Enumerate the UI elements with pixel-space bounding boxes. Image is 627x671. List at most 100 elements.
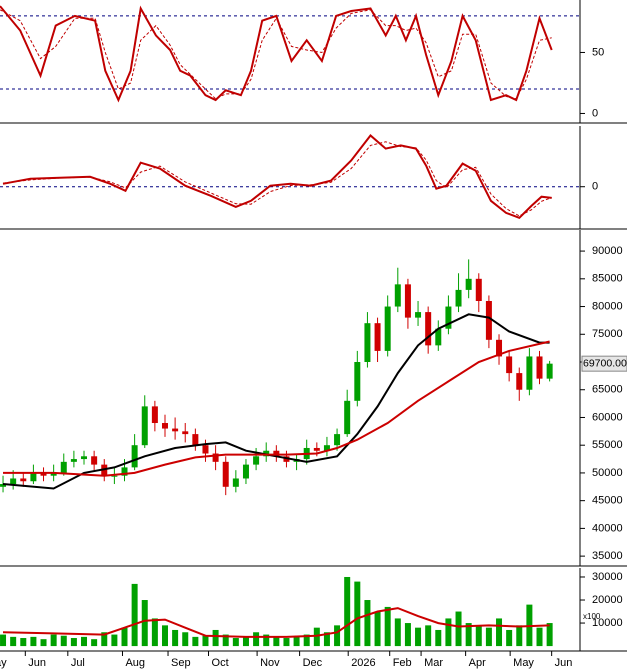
x-tick-label: Dec [303,657,323,669]
y-tick-label: 75000 [592,328,623,340]
volume-bar [465,623,472,647]
volume-bar [101,632,108,647]
y-tick-label: 35000 [592,550,623,562]
candle-body [0,484,7,487]
candle-body [374,323,381,351]
candle-body [70,459,77,462]
volume-bar [81,636,88,647]
candle-body [91,456,98,465]
indicator-line [2,134,552,219]
y-tick-label: 65000 [592,384,623,396]
candle-body [536,356,543,379]
volume-bar [435,629,442,647]
candle-body [364,323,371,363]
candle-body [222,461,229,487]
volume-bar [425,625,432,647]
volume-bar [273,636,280,647]
volume-bar [384,606,391,647]
candle-body [60,461,67,473]
candle-body [20,478,27,482]
x-tick-label: Mar [424,657,443,669]
volume-bar [283,638,290,647]
candle-body [172,428,179,432]
candle-body [384,306,391,351]
volume-bar [40,639,47,647]
volume-bar [111,634,118,647]
unit-label: x100 [583,612,601,621]
y-tick-label: 40000 [592,522,623,534]
candle-body [354,362,361,401]
volume-bar [242,636,249,647]
volume-bar [232,638,239,647]
y-tick-label: 20000 [592,594,623,606]
indicator-line [2,313,550,490]
candle-body [313,447,320,451]
volume-bar [141,600,148,647]
x-tick-label: Sep [171,657,191,669]
volume-bar [455,611,462,647]
indicator-line [0,5,553,103]
volume-bar [182,632,189,647]
indicator-line [3,340,550,477]
volume-bar [192,636,199,647]
volume-bar [536,627,543,647]
candle-body [546,363,553,379]
candle-body [435,328,442,346]
x-tick-label: Nov [260,657,280,669]
candle-body [475,278,482,301]
candle-body [242,464,249,479]
candle-body [425,312,432,346]
y-tick-label: 10000 [592,617,623,629]
y-tick-label: 80000 [592,300,623,312]
volume-bar [323,632,330,647]
candle-body [526,356,533,390]
y-tick-label: 45000 [592,495,623,507]
x-tick-label: Feb [393,657,412,669]
candle-body [253,456,260,465]
volume-bar [151,618,158,647]
y-tick-label: 50000 [592,467,623,479]
candle-body [344,400,351,435]
candle-body [81,456,88,460]
volume-bar [253,632,260,647]
volume-bar [313,627,320,647]
candle-body [202,445,209,454]
volume-bar [60,635,67,647]
x-tick-label: Oct [212,657,229,669]
x-tick-label: Jun [28,657,46,669]
candle-body [496,339,503,357]
y-tick-label: 50 [592,46,604,58]
x-tick-label: 2026 [351,657,375,669]
candle-body [394,284,401,307]
volume-bar [334,625,341,647]
indicator-line [2,607,550,638]
candle-body [323,445,330,451]
volume-bar [263,634,270,647]
volume-bar [364,600,371,647]
candle-body [485,300,492,340]
candle-body [273,450,280,457]
y-tick-label: 60000 [592,411,623,423]
candle-body [10,478,17,485]
volume-bar [70,638,77,647]
x-tick-label: Jun [555,657,573,669]
candle-body [415,312,422,318]
x-tick-label: May [513,657,534,669]
volume-bar [161,625,168,647]
x-tick-label: Aug [125,657,145,669]
volume-bar [10,636,17,647]
candle-body [121,467,128,476]
volume-bar [516,625,523,647]
volume-bar [506,629,513,647]
volume-bar [445,618,452,647]
y-tick-label: 0 [592,107,598,119]
volume-bar [485,627,492,647]
y-tick-label: 30000 [592,571,623,583]
volume-bar [374,611,381,647]
candle-body [141,406,148,446]
volume-bar [293,636,300,647]
last-price-label: 69700.00 [583,357,627,369]
volume-bar [546,623,553,647]
